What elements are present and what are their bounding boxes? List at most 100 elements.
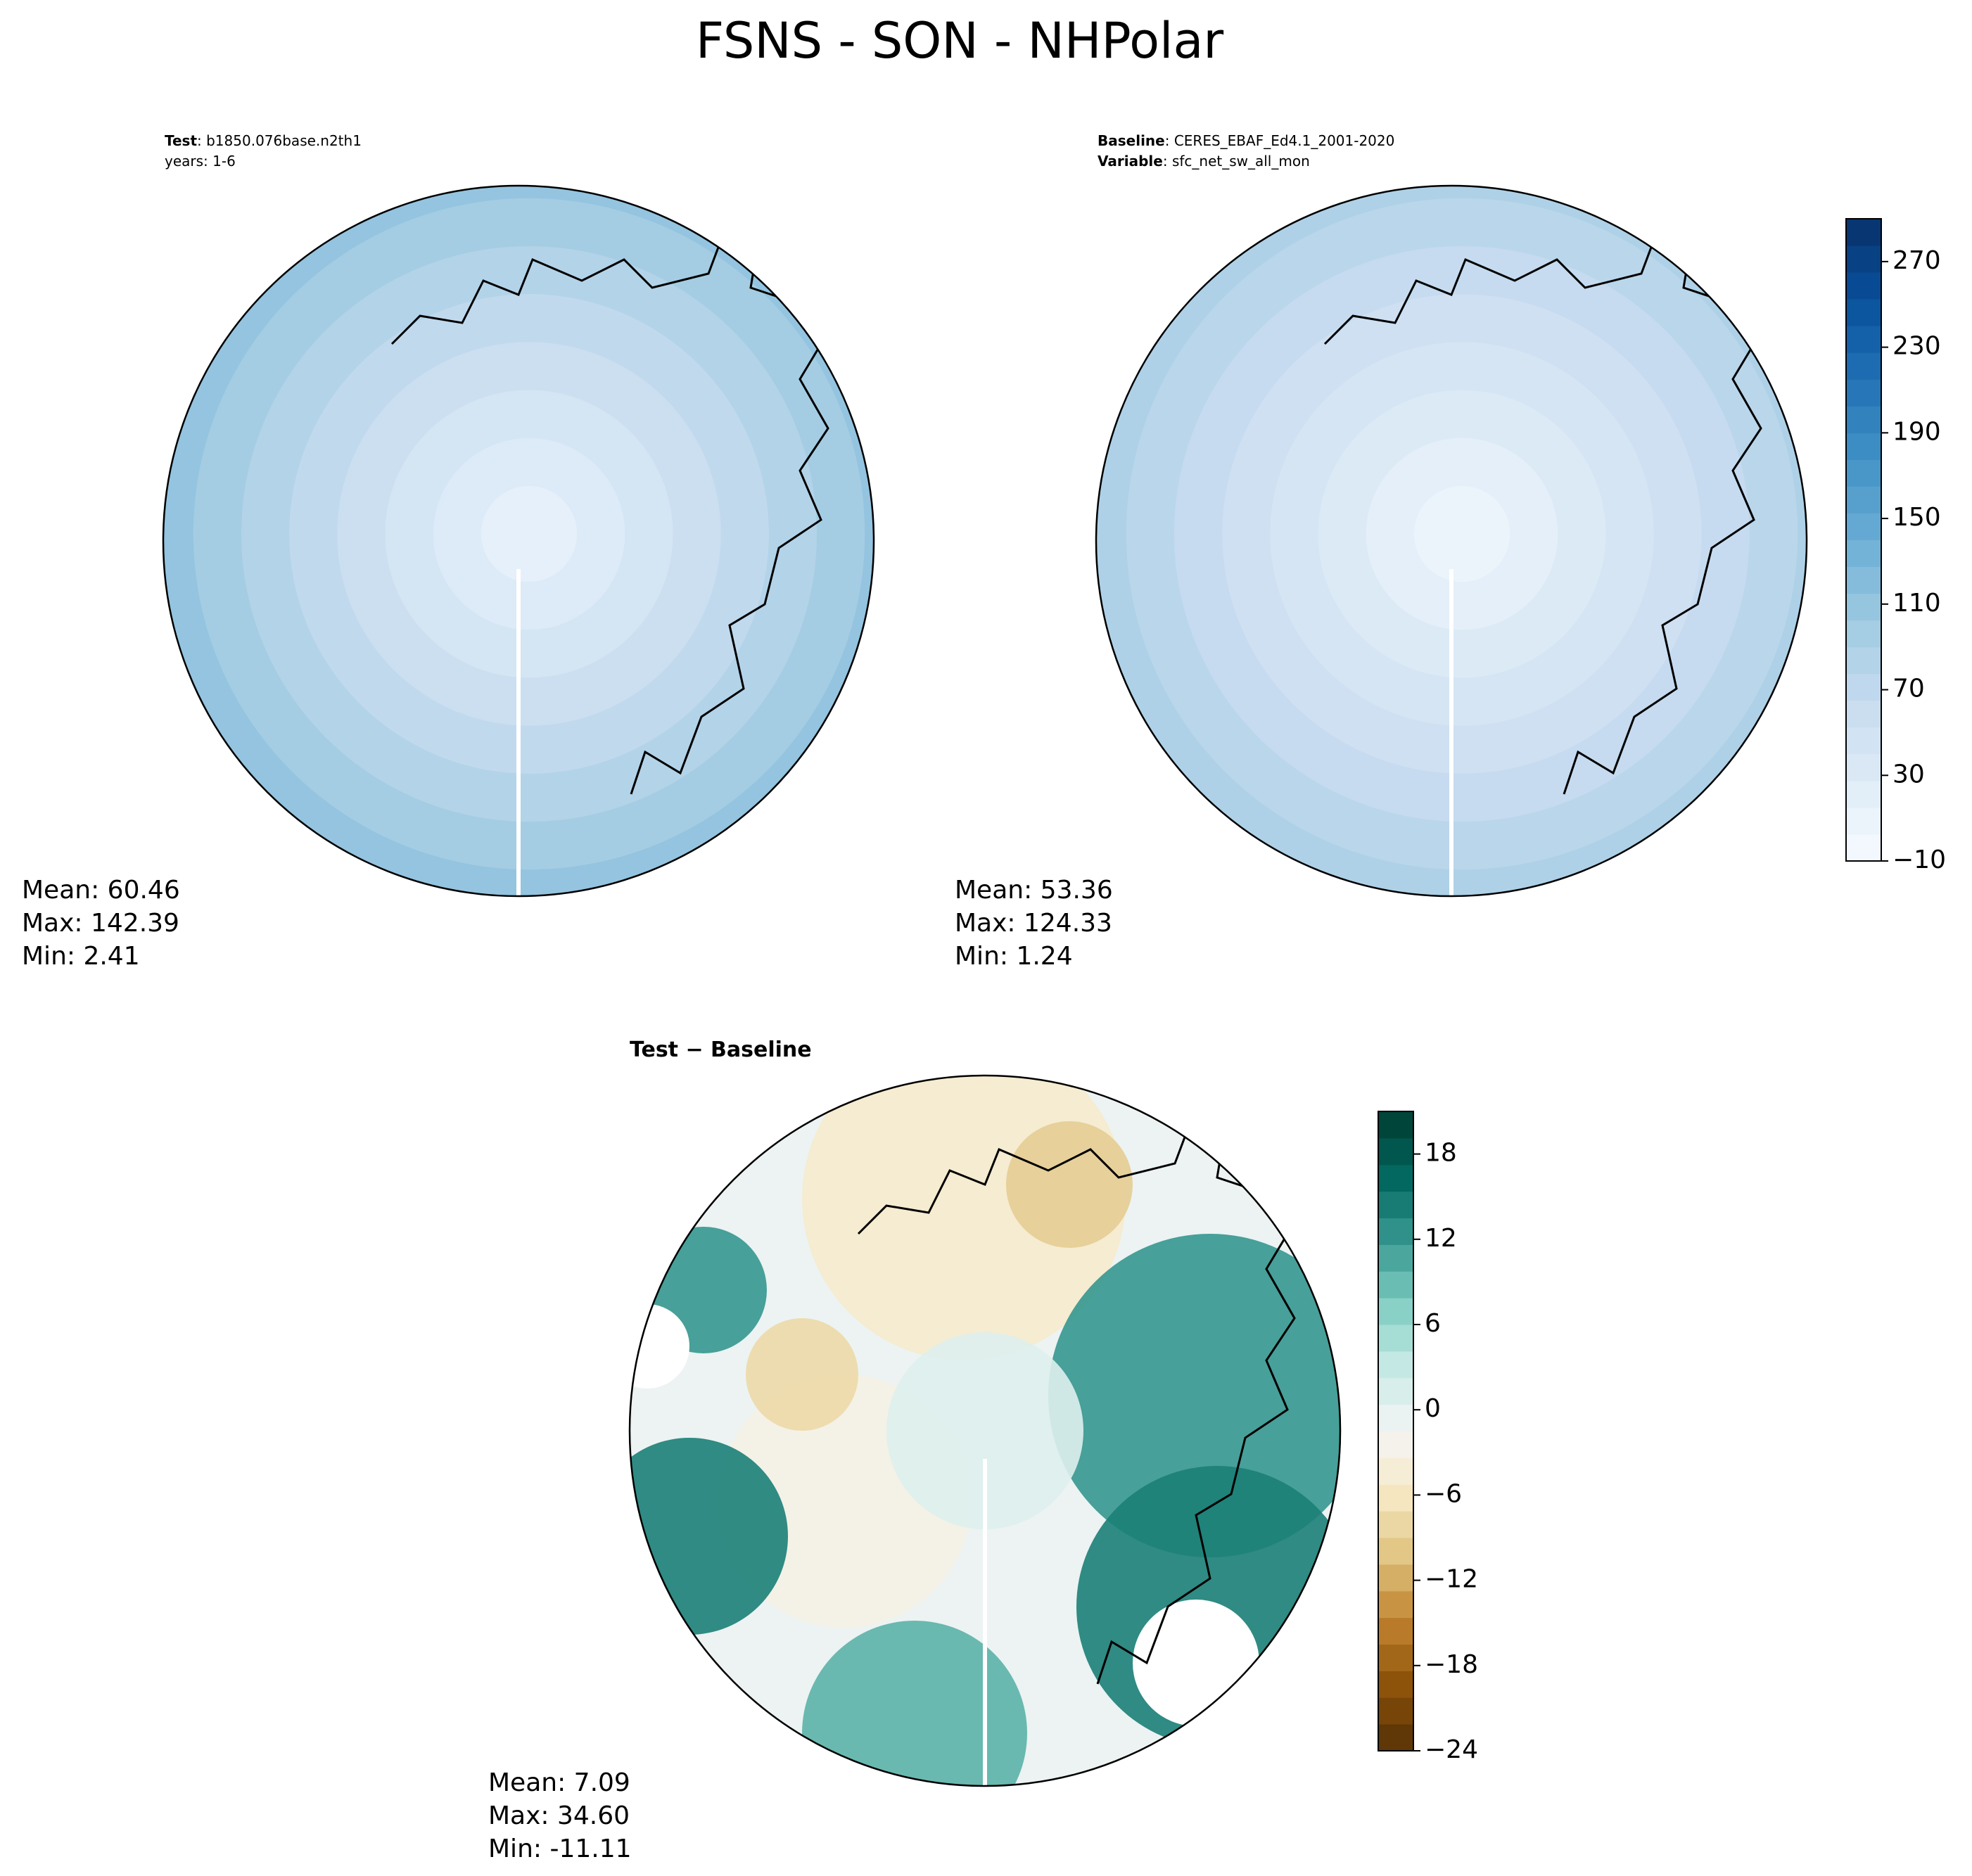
colorbar-band [1378, 1724, 1413, 1751]
colorbar-band [1378, 1617, 1413, 1645]
colorbar-band [1846, 245, 1881, 273]
colorbar-band [1378, 1218, 1413, 1245]
colorbar-tick-label: 0 [1425, 1394, 1441, 1423]
contour-band [1048, 1234, 1340, 1557]
colorbar-tick-label: 6 [1425, 1309, 1441, 1338]
contour-band [1413, 485, 1510, 582]
colorbar-band [1846, 834, 1881, 862]
seam [516, 569, 521, 896]
colorbar-band [1846, 299, 1881, 326]
contour-band [481, 485, 578, 582]
stat-line: Mean: 7.09 [488, 1768, 630, 1797]
colorbar-band [1378, 1457, 1413, 1485]
map-field [163, 186, 874, 896]
colorbar-band [1378, 1404, 1413, 1431]
panel-header: Test: b1850.076base.n2th1 [165, 132, 362, 149]
panel-header: years: 1-6 [165, 153, 236, 170]
colorbar-tick-label: 70 [1893, 675, 1925, 703]
seam [983, 1459, 987, 1786]
contour-band [802, 1621, 1027, 1786]
map-field [630, 1076, 1340, 1786]
colorbar-band [1378, 1137, 1413, 1166]
colorbar-tick-label: 270 [1893, 246, 1941, 275]
colorbar-band [1378, 1298, 1413, 1325]
seam [1449, 569, 1453, 896]
colorbar-band [1846, 406, 1881, 433]
colorbar-band [1846, 700, 1881, 728]
colorbar-band [1846, 433, 1881, 460]
missing-data [1133, 1600, 1259, 1726]
contour-band [802, 1076, 1126, 1360]
header-key: Variable [1098, 153, 1163, 170]
colorbar-band [1846, 326, 1881, 353]
colorbar-band [1846, 673, 1881, 701]
colorbar: −24 −18 −12 −6 0 6 12 18 [1378, 1111, 1478, 1764]
stat-line: Min: 2.41 [22, 942, 140, 971]
colorbar-band [1846, 620, 1881, 648]
colorbar-band [1846, 593, 1881, 621]
colorbar-band [1378, 1590, 1413, 1619]
map-panel: Test − Baseline Mean: 7.09 Max: 34.60 Min: … [488, 1038, 1342, 1863]
map-border [628, 1074, 1342, 1787]
colorbar-tick-label: −6 [1425, 1479, 1462, 1508]
colorbar-band [1378, 1351, 1413, 1379]
colorbar-frame [1378, 1111, 1414, 1751]
panel-header: Baseline: CERES_EBAF_Ed4.1_2001-2020 [1098, 132, 1394, 149]
colorbar-tick-label: 18 [1425, 1139, 1457, 1168]
header-value: years: 1-6 [165, 153, 236, 170]
colorbar-band [1846, 486, 1881, 513]
header-key: Test − Baseline [630, 1038, 812, 1062]
header-value: : b1850.076base.n2th1 [197, 132, 362, 149]
colorbar-band [1378, 1511, 1413, 1538]
colorbar-band [1846, 780, 1881, 808]
colorbar-band [1846, 219, 1881, 246]
colorbar-band [1846, 540, 1881, 568]
map-border [162, 184, 875, 898]
header-value: : CERES_EBAF_Ed4.1_2001-2020 [1165, 132, 1395, 149]
colorbar-band [1846, 379, 1881, 407]
colorbar-band [1378, 1111, 1413, 1139]
colorbar-tick-label: 190 [1893, 417, 1941, 446]
colorbar-tick-label: 30 [1893, 760, 1925, 789]
colorbar-band [1378, 1484, 1413, 1512]
colorbar: −10 30 70 110 150 190 230 270 [1845, 218, 1946, 874]
colorbar-band [1378, 1377, 1413, 1405]
colorbar-frame [1845, 218, 1882, 862]
colorbar-band [1378, 1271, 1413, 1298]
header-key: Test [165, 132, 197, 149]
colorbar-band [1378, 1244, 1413, 1272]
colorbar-band [1846, 352, 1881, 380]
colorbar-band [1846, 646, 1881, 675]
stat-line: Mean: 60.46 [22, 876, 180, 905]
colorbar-band [1378, 1538, 1413, 1565]
map-field [1096, 186, 1807, 896]
stat-line: Min: 1.24 [955, 942, 1073, 971]
map-border [1095, 184, 1808, 898]
colorbar-band [1846, 807, 1881, 835]
panel-header: Test − Baseline [630, 1038, 812, 1062]
colorbar-tick-label: 12 [1425, 1224, 1457, 1253]
contour-band [630, 1438, 788, 1635]
contour-band [1006, 1121, 1133, 1248]
header-key: Baseline [1098, 132, 1165, 149]
stat-line: Max: 124.33 [955, 909, 1112, 938]
colorbar-band [1846, 753, 1881, 781]
colorbar-band [1378, 1431, 1413, 1458]
colorbar-band [1378, 1191, 1413, 1218]
colorbar-tick-label: 110 [1893, 589, 1941, 618]
panel-header: Variable: sfc_net_sw_all_mon [1098, 153, 1310, 170]
colorbar-tick-label: −12 [1425, 1565, 1478, 1594]
colorbar-band [1378, 1644, 1413, 1671]
stat-line: Max: 142.39 [22, 909, 179, 938]
colorbar-tick-label: −10 [1893, 846, 1946, 874]
colorbar-band [1378, 1697, 1413, 1725]
header-value: : sfc_net_sw_all_mon [1163, 153, 1310, 170]
stat-line: Mean: 53.36 [955, 876, 1113, 905]
colorbar-band [1378, 1325, 1413, 1352]
colorbar-band [1846, 727, 1881, 755]
map-panel: Baseline: CERES_EBAF_Ed4.1_2001-2020Vari… [955, 132, 1808, 971]
colorbar-tick-label: −18 [1425, 1650, 1478, 1679]
contour-band [886, 1332, 1083, 1529]
colorbar-band [1378, 1671, 1413, 1698]
map-panel: Test: b1850.076base.n2th1 years: 1-6 Mean:… [22, 132, 875, 971]
